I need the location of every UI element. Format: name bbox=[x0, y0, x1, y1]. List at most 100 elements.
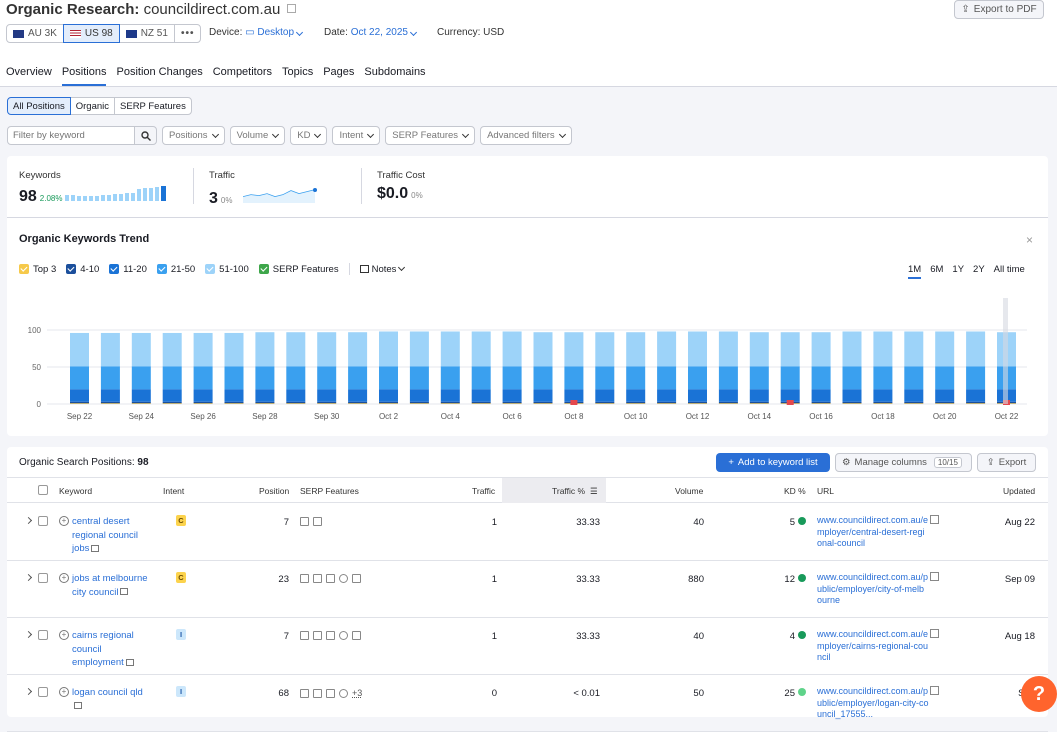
add-to-keyword-list-button[interactable]: + Add to keyword list bbox=[716, 453, 830, 472]
database-nz-button[interactable]: NZ 51 bbox=[118, 24, 175, 43]
external-link-icon[interactable] bbox=[930, 515, 939, 524]
keyword-cell[interactable]: cairns regional council employment bbox=[72, 629, 152, 670]
legend-serp-features[interactable]: SERP Features bbox=[258, 264, 339, 275]
col-intent[interactable]: Intent bbox=[163, 486, 185, 496]
expand-chevron-icon[interactable] bbox=[24, 687, 33, 696]
select-all-checkbox[interactable] bbox=[38, 485, 48, 495]
keyword-cell[interactable]: jobs at melbourne city council bbox=[72, 572, 152, 599]
legend-top-3[interactable]: Top 3 bbox=[19, 264, 56, 275]
add-button-label: Add to keyword list bbox=[737, 457, 818, 468]
external-link-icon[interactable] bbox=[287, 4, 297, 13]
tab-subdomains[interactable]: Subdomains bbox=[364, 66, 426, 78]
serp-snapshot-icon[interactable] bbox=[125, 658, 134, 666]
add-keyword-icon[interactable]: + bbox=[59, 573, 69, 583]
col-serp-features[interactable]: SERP Features bbox=[300, 486, 359, 496]
database-us-button[interactable]: US 98 bbox=[62, 24, 120, 43]
row-checkbox[interactable] bbox=[38, 630, 48, 640]
range-1y[interactable]: 1Y bbox=[952, 264, 965, 275]
export-pdf-button[interactable]: ⇪ Export to PDF bbox=[954, 0, 1044, 19]
table-row[interactable]: + cairns regional council employment I 7 1 33… bbox=[7, 618, 1048, 675]
keyword-filter-input[interactable] bbox=[7, 126, 135, 145]
serp-feature-icon bbox=[313, 688, 322, 698]
expand-chevron-icon[interactable] bbox=[24, 630, 33, 639]
add-keyword-icon[interactable]: + bbox=[59, 687, 69, 697]
row-checkbox[interactable] bbox=[38, 516, 48, 526]
range-2y[interactable]: 2Y bbox=[973, 264, 985, 275]
range-6m[interactable]: 6M bbox=[930, 264, 944, 275]
keyword-cell[interactable]: central desert regional council jobs bbox=[72, 515, 152, 556]
search-button[interactable] bbox=[134, 126, 157, 145]
col-traffic[interactable]: Traffic bbox=[472, 486, 496, 496]
tab-topics[interactable]: Topics bbox=[282, 66, 314, 78]
range-all-time[interactable]: All time bbox=[993, 264, 1025, 275]
serp-snapshot-icon[interactable] bbox=[120, 588, 129, 596]
table-row[interactable]: + central desert regional council jobs C 7 1… bbox=[7, 504, 1048, 561]
add-keyword-icon[interactable]: + bbox=[59, 630, 69, 640]
col-traffic-pct[interactable]: Traffic % bbox=[552, 486, 586, 496]
export-button[interactable]: ⇪ Export bbox=[977, 453, 1036, 472]
serp-features-dropdown[interactable]: SERP Features bbox=[385, 126, 476, 145]
database-au-button[interactable]: AU 3K bbox=[6, 24, 64, 43]
add-keyword-icon[interactable]: + bbox=[59, 516, 69, 526]
legend-4-10[interactable]: 4-10 bbox=[66, 264, 99, 275]
serp-snapshot-icon[interactable] bbox=[91, 544, 100, 552]
more-serp-link[interactable]: +3 bbox=[352, 688, 363, 698]
col-position[interactable]: Position bbox=[259, 486, 290, 496]
more-databases-button[interactable]: ••• bbox=[173, 24, 202, 43]
tab-position-changes[interactable]: Position Changes bbox=[116, 66, 203, 78]
close-icon[interactable]: × bbox=[1026, 233, 1034, 247]
keyword-link[interactable]: central desert regional council jobs bbox=[72, 516, 139, 554]
table-row[interactable]: + jobs at melbourne city council C 23 1 33.33… bbox=[7, 561, 1048, 618]
date-selector[interactable]: Date: Oct 22, 2025 bbox=[324, 27, 417, 38]
external-link-icon[interactable] bbox=[930, 686, 939, 695]
keywords-kpi[interactable]: Keywords 98 2.08% bbox=[19, 170, 175, 206]
manage-columns-button[interactable]: ⚙ Manage columns 10/15 bbox=[835, 453, 972, 472]
help-button[interactable]: ? bbox=[1021, 676, 1057, 712]
legend-51-100[interactable]: 51-100 bbox=[205, 264, 249, 275]
tab-positions[interactable]: Positions bbox=[61, 66, 107, 86]
url-link[interactable]: www.councildirect.com.au/public/employer… bbox=[817, 572, 929, 605]
external-link-icon[interactable] bbox=[930, 629, 939, 638]
sort-icon[interactable]: ☰ bbox=[590, 486, 598, 496]
col-volume[interactable]: Volume bbox=[675, 486, 704, 496]
legend-21-50[interactable]: 21-50 bbox=[156, 264, 195, 275]
kd-dropdown[interactable]: KD bbox=[290, 126, 328, 145]
traffic-kpi[interactable]: Traffic 3 0% bbox=[209, 170, 353, 208]
keyword-link[interactable]: jobs at melbourne city council bbox=[72, 573, 148, 598]
advanced-filters-dropdown[interactable]: Advanced filters bbox=[480, 126, 572, 145]
title-domain[interactable]: councildirect.com.au bbox=[143, 1, 281, 18]
bar-segment bbox=[688, 401, 707, 404]
traffic-cost-kpi[interactable]: Traffic Cost $0.0 0% bbox=[377, 170, 425, 203]
url-link[interactable]: www.councildirect.com.au/employer/centra… bbox=[817, 515, 929, 548]
volume-dropdown[interactable]: Volume bbox=[229, 126, 286, 145]
segment-serp-features[interactable]: SERP Features bbox=[114, 97, 192, 115]
device-selector[interactable]: Device: ▭ Desktop bbox=[209, 27, 303, 38]
positions-dropdown[interactable]: Positions bbox=[162, 126, 225, 145]
external-link-icon[interactable] bbox=[930, 572, 939, 581]
intent-dropdown[interactable]: Intent bbox=[332, 126, 381, 145]
col-updated[interactable]: Updated bbox=[1003, 486, 1036, 496]
col-url[interactable]: URL bbox=[817, 486, 835, 496]
range-1m[interactable]: 1M bbox=[908, 264, 922, 279]
kd-value: 12 bbox=[784, 574, 795, 585]
tab-overview[interactable]: Overview bbox=[6, 66, 52, 78]
notes-dropdown[interactable]: Notes bbox=[359, 264, 406, 275]
serp-snapshot-icon[interactable] bbox=[74, 702, 82, 710]
table-row[interactable]: + logan council qld I 68 +3 0 < 0.01 50 25 www.co… bbox=[7, 675, 1048, 732]
col-keyword[interactable]: Keyword bbox=[59, 486, 93, 496]
keyword-link[interactable]: cairns regional council employment bbox=[72, 630, 134, 668]
row-checkbox[interactable] bbox=[38, 687, 48, 697]
keyword-link[interactable]: logan council qld bbox=[72, 687, 143, 698]
url-link[interactable]: www.councildirect.com.au/employer/cairns… bbox=[817, 629, 929, 662]
expand-chevron-icon[interactable] bbox=[24, 516, 33, 525]
legend-11-20[interactable]: 11-20 bbox=[109, 264, 147, 275]
keyword-cell[interactable]: logan council qld bbox=[72, 686, 152, 713]
segment-all-positions[interactable]: All Positions bbox=[7, 97, 71, 115]
expand-chevron-icon[interactable] bbox=[24, 573, 33, 582]
segment-organic[interactable]: Organic bbox=[69, 97, 116, 115]
tab-pages[interactable]: Pages bbox=[323, 66, 355, 78]
row-checkbox[interactable] bbox=[38, 573, 48, 583]
col-kd[interactable]: KD % bbox=[784, 486, 806, 496]
tab-competitors[interactable]: Competitors bbox=[212, 66, 273, 78]
url-link[interactable]: www.councildirect.com.au/public/employer… bbox=[817, 686, 929, 719]
